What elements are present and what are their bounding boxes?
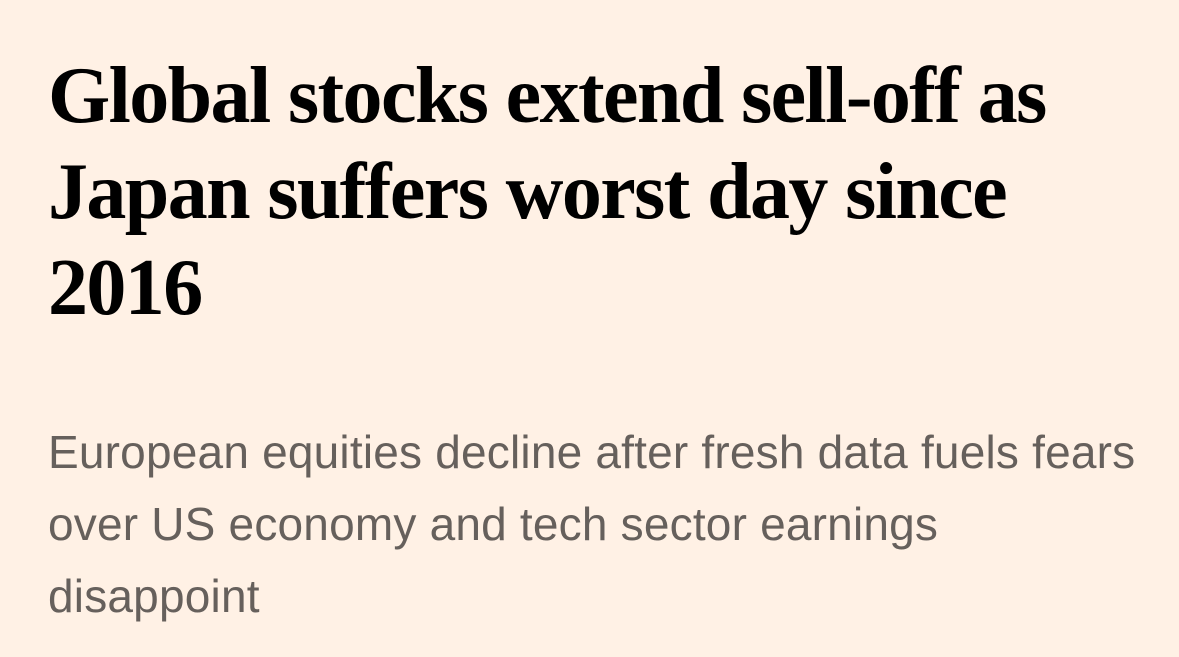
article-header: Global stocks extend sell-off as Japan s… <box>48 0 1148 657</box>
topic-tag-link[interactable] <box>58 0 194 4</box>
standfirst: European equities decline after fresh da… <box>48 426 1136 622</box>
headline: Global stocks extend sell-off as Japan s… <box>48 52 1047 332</box>
